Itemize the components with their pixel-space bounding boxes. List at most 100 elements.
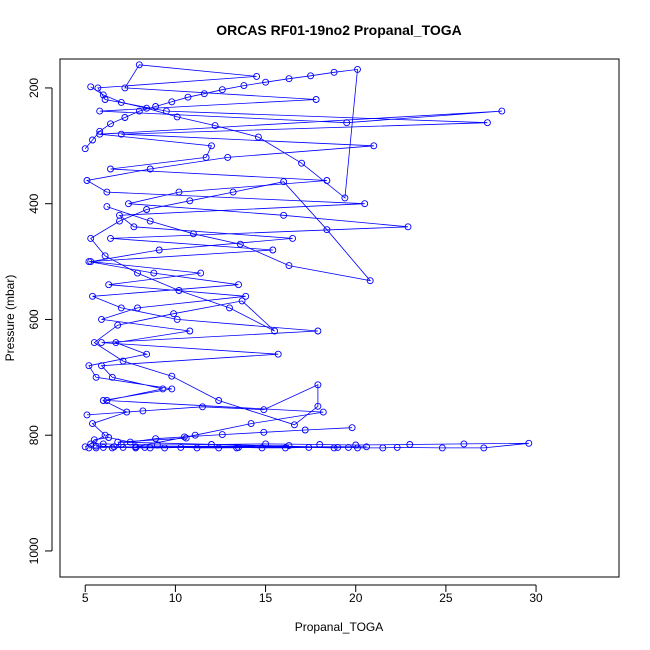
data-point xyxy=(96,107,104,115)
data-point xyxy=(92,444,100,452)
x-tick-label: 5 xyxy=(82,591,89,605)
data-point xyxy=(130,223,138,231)
data-point xyxy=(117,441,125,448)
y-tick-label: 400 xyxy=(27,193,41,213)
data-point xyxy=(271,327,279,335)
data-point xyxy=(483,119,491,127)
data-point xyxy=(235,281,242,289)
data-point xyxy=(152,103,160,110)
data-point xyxy=(139,407,147,415)
data-point xyxy=(269,246,277,254)
data-point xyxy=(200,90,208,98)
data-point xyxy=(135,61,143,69)
data-point xyxy=(96,127,104,135)
data-point xyxy=(215,397,223,404)
data-point xyxy=(189,230,197,238)
data-point xyxy=(168,385,176,393)
data-point xyxy=(438,444,446,452)
data-point xyxy=(498,107,506,115)
data-point xyxy=(218,431,226,439)
data-point xyxy=(361,200,369,208)
data-point xyxy=(211,122,219,130)
data-point xyxy=(235,443,242,451)
data-point xyxy=(143,350,151,358)
data-point xyxy=(175,287,183,294)
data-point xyxy=(92,373,100,381)
x-axis-label: Propanal_TOGA xyxy=(295,620,384,634)
data-point xyxy=(89,420,96,428)
data-point xyxy=(90,436,98,444)
data-point xyxy=(159,385,167,393)
data-point xyxy=(83,411,91,419)
data-point xyxy=(99,397,107,404)
series-line xyxy=(84,64,502,449)
data-point xyxy=(112,339,120,347)
y-tick-label: 200 xyxy=(27,78,41,98)
data-point xyxy=(202,153,210,161)
data-point xyxy=(81,443,89,451)
data-point xyxy=(260,406,268,414)
data-point xyxy=(247,420,255,428)
data-point xyxy=(404,223,412,231)
data-point xyxy=(146,444,154,452)
data-point xyxy=(215,444,223,452)
data-point xyxy=(83,177,91,184)
data-point xyxy=(186,197,194,205)
data-point xyxy=(352,441,360,449)
plot-area xyxy=(81,61,533,452)
x-tick-label: 25 xyxy=(439,591,453,605)
x-tick-label: 30 xyxy=(529,591,543,605)
data-point xyxy=(197,269,205,277)
data-point xyxy=(94,84,102,92)
chart-title: ORCAS RF01-19no2 Propanal_TOGA xyxy=(216,22,462,38)
data-point xyxy=(258,444,266,452)
data-point xyxy=(107,120,114,128)
data-point xyxy=(87,234,95,242)
data-point xyxy=(170,310,178,318)
data-point xyxy=(348,424,356,432)
data-point xyxy=(152,435,160,443)
data-point xyxy=(175,188,183,196)
data-point xyxy=(186,327,194,335)
data-point xyxy=(143,104,151,112)
data-point xyxy=(101,96,109,103)
data-point xyxy=(280,178,288,186)
data-point xyxy=(406,441,414,448)
data-point xyxy=(99,443,107,451)
data-point xyxy=(85,258,93,266)
data-point xyxy=(280,211,288,219)
data-point xyxy=(180,433,188,441)
data-point xyxy=(199,403,206,411)
data-point xyxy=(125,200,132,208)
data-point xyxy=(262,78,270,86)
data-point xyxy=(182,434,190,442)
plot-frame xyxy=(59,58,620,578)
data-point xyxy=(323,226,331,234)
data-point xyxy=(330,444,338,452)
y-axis: 200 400 600 800 1000 xyxy=(27,78,53,564)
data-point xyxy=(117,98,125,106)
data-point xyxy=(150,269,158,277)
data-point xyxy=(85,444,93,452)
data-point xyxy=(134,304,141,312)
data-point xyxy=(363,443,370,451)
data-point xyxy=(289,234,297,242)
data-point xyxy=(89,292,96,300)
data-point xyxy=(103,203,111,211)
data-point xyxy=(184,93,192,101)
data-point xyxy=(119,357,127,365)
data-point xyxy=(253,72,261,80)
data-point xyxy=(107,234,114,242)
data-point xyxy=(285,75,293,83)
data-point xyxy=(85,362,93,370)
data-point xyxy=(173,315,181,323)
x-tick-label: 20 xyxy=(349,591,363,605)
data-point xyxy=(330,68,338,76)
data-point xyxy=(173,113,181,121)
data-point xyxy=(242,292,250,300)
data-point xyxy=(290,421,298,429)
data-point xyxy=(254,133,262,141)
data-point xyxy=(314,381,322,389)
data-point xyxy=(134,269,141,277)
data-point xyxy=(193,444,201,452)
